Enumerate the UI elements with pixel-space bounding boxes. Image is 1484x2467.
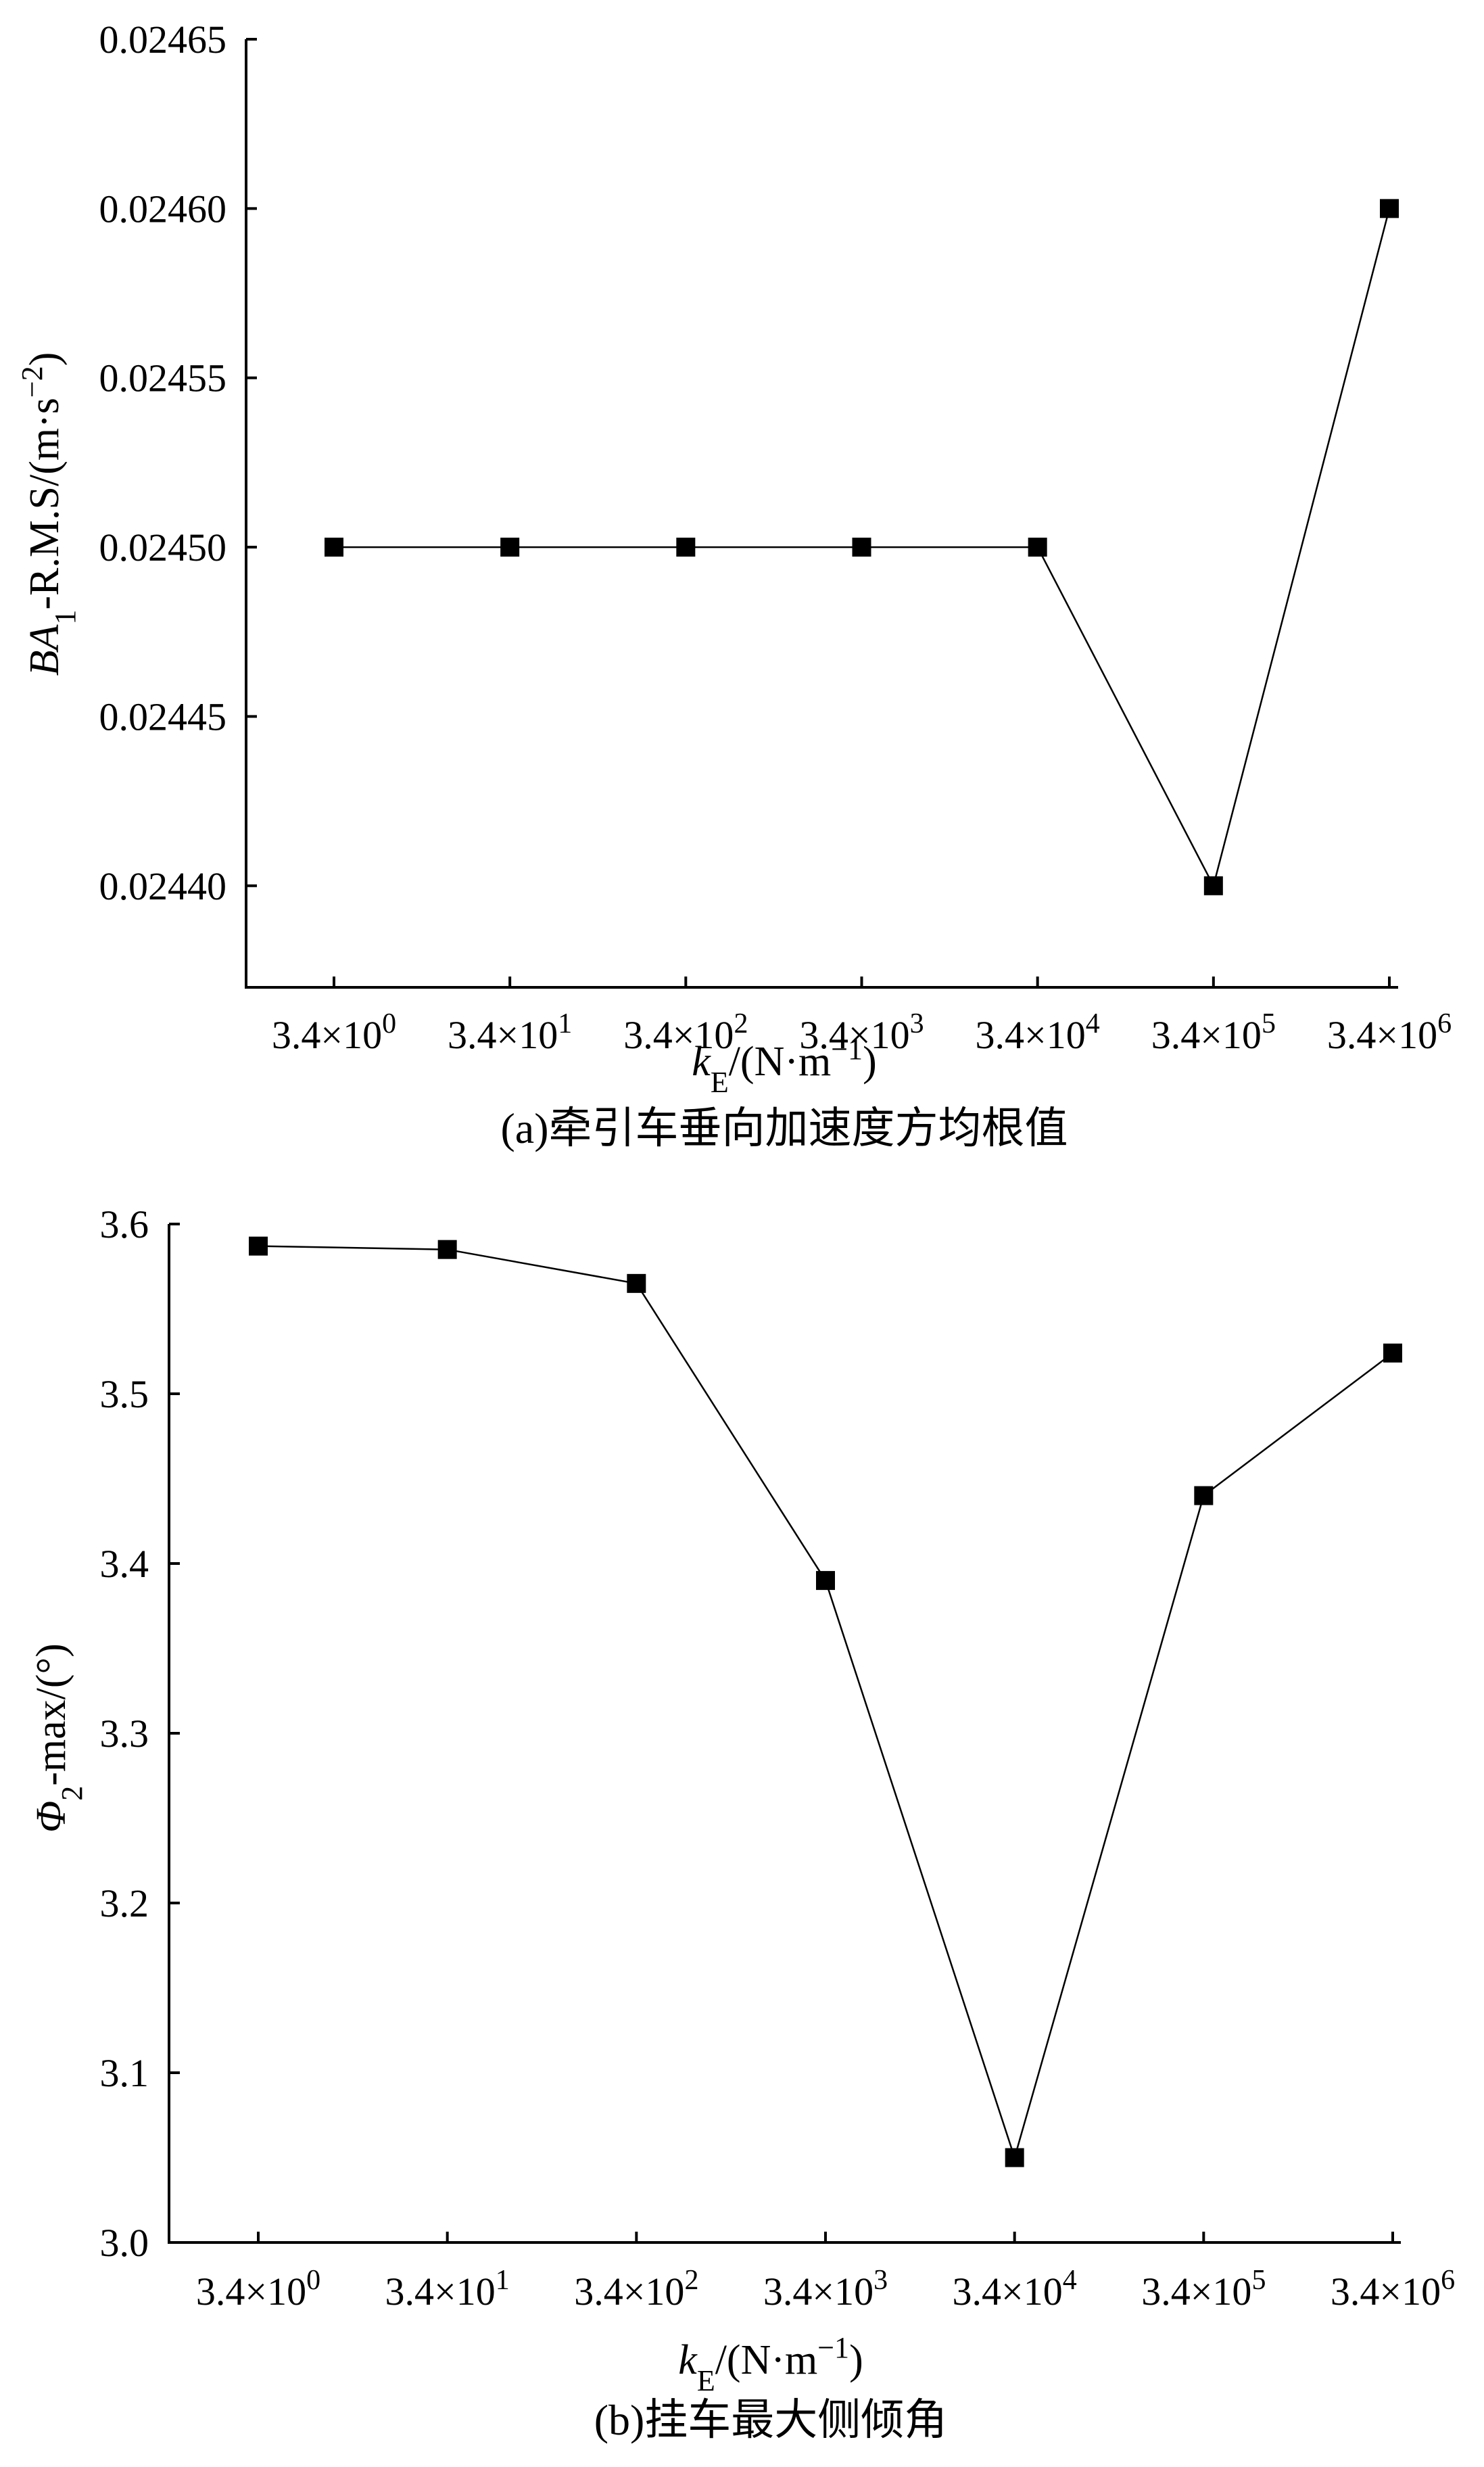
chart-b-x-title-main: k [678,2337,698,2383]
chart-a-x-tick-label: 3.4×101 [448,1008,572,1057]
chart-a-y-tick-label: 0.02450 [99,525,227,569]
chart-a-x-axis-title: kE/(N·m−1) [692,1033,876,1099]
chart-b-x-tick-label: 3.4×100 [196,2265,320,2313]
chart-b-x-title-close: ) [849,2337,863,2383]
chart-b-data-point [437,1240,457,1259]
chart-a-x-title-sub: E [711,1066,729,1099]
chart-a-y-axis-title: BA1-R.M.S/(m·s−2) [16,352,82,676]
chart-a-data-point [852,538,871,557]
chart-b-x-tick-label: 3.4×104 [953,2265,1077,2313]
chart-a-y-tick-label: 0.02455 [99,356,227,400]
chart-a: 0.02440 0.02445 0.02450 0.02455 0.02460 0.024… [16,18,1452,1152]
chart-b-markers [249,1236,1402,2167]
chart-b-x-tick-label: 3.4×103 [763,2265,888,2313]
chart-a-data-point [325,538,343,557]
chart-a-x-tick-label: 3.4×106 [1327,1008,1452,1057]
chart-b-data-point [1005,2148,1024,2167]
chart-b-y-tick-label: 3.4 [100,1542,149,1586]
chart-b-data-point [627,1273,646,1293]
chart-a-data-point [1203,876,1223,895]
chart-a-x-title-close: ) [863,1039,877,1085]
chart-b-y-tick-label: 3.0 [100,2221,149,2265]
chart-b-y-tick-label: 3.1 [100,2051,149,2095]
chart-b-x-tick-label: 3.4×102 [574,2265,698,2313]
chart-a-y-tick-label: 0.02440 [99,864,227,908]
chart-a-y-tick-label: 0.02465 [99,18,227,62]
chart-a-x-tick-label: 3.4×102 [623,1008,748,1057]
chart-b-data-point [1383,1343,1402,1363]
chart-b-data-point [1194,1486,1214,1505]
chart-a-data-point [676,538,696,557]
chart-b-x-axis-title: kE/(N·m−1) [678,2331,863,2397]
chart-b: 3.0 3.1 3.2 3.3 3.4 3.5 3.6 3.4×100 3.4×101 3.4×1… [28,1202,1455,2444]
chart-a-data-point [1028,538,1047,557]
chart-a-y-title-unit: -R.M.S/(m·s [22,398,68,609]
chart-b-data-point [249,1236,268,1256]
chart-a-x-title-exp: −1 [831,1033,863,1066]
chart-b-y-tick-label: 3.2 [100,1881,149,1925]
chart-a-caption: (a)牵引车垂向加速度方均根值 [500,1104,1068,1152]
chart-a-x-tick-label: 3.4×103 [799,1008,924,1057]
chart-a-ticks: 0.02440 0.02445 0.02450 0.02455 0.02460 0.024… [99,18,1452,1057]
chart-b-data-point [816,1571,835,1591]
chart-a-y-title-sub: 1 [49,610,82,625]
chart-b-y-title-sub: 2 [55,1786,89,1801]
chart-b-x-title-exp: −1 [817,2331,849,2364]
chart-b-y-tick-label: 3.3 [100,1712,149,1756]
chart-a-x-title-main: k [692,1039,711,1085]
chart-b-y-axis-title: Φ2-max/(°) [28,1643,89,1833]
chart-b-x-tick-label: 3.4×101 [385,2265,510,2313]
chart-a-y-title-close: ) [22,352,68,367]
chart-a-x-tick-label: 3.4×104 [976,1008,1100,1057]
chart-a-x-title-unit: /(N·m [729,1039,832,1085]
chart-a-y-tick-label: 0.02445 [99,695,227,738]
chart-a-markers [325,199,1399,895]
chart-b-y-tick-label: 3.6 [100,1202,149,1246]
chart-b-caption: (b)挂车最大侧倾角 [594,2396,948,2444]
chart-b-x-title-sub: E [697,2364,715,2397]
chart-a-data-point [500,538,520,557]
chart-a-data-point [1380,199,1399,218]
chart-b-ticks: 3.0 3.1 3.2 3.3 3.4 3.5 3.6 3.4×100 3.4×101 3.4×1… [100,1202,1456,2313]
chart-a-y-title-main: BA [22,624,68,676]
chart-b-x-title-unit: /(N·m [715,2337,818,2383]
chart-a-y-tick-label: 0.02460 [99,187,227,231]
chart-b-y-tick-label: 3.5 [100,1372,149,1416]
chart-b-x-tick-label: 3.4×106 [1331,2265,1455,2313]
chart-a-x-tick-label: 3.4×100 [272,1008,396,1057]
chart-b-y-title-main: Φ [28,1801,74,1833]
chart-a-x-tick-label: 3.4×105 [1151,1008,1276,1057]
chart-b-series-line [258,1245,1393,2161]
chart-b-y-title-unit: -max/(°) [28,1643,74,1786]
chart-a-y-title-exp: −2 [16,366,49,398]
chart-b-x-tick-label: 3.4×105 [1141,2265,1266,2313]
